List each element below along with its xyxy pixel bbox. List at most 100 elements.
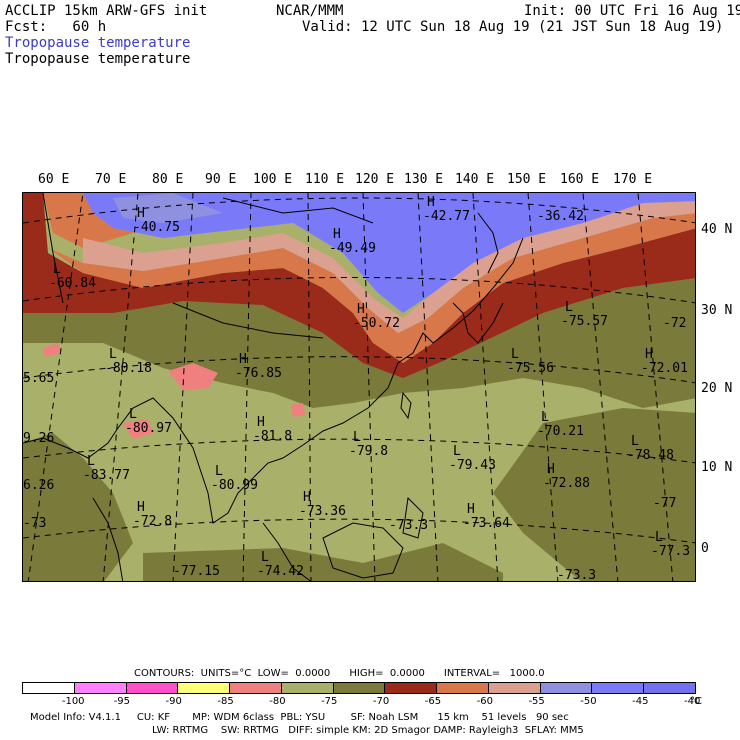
longitude-label: 130 E [404,172,444,187]
high-marker: H [239,352,247,367]
low-marker: L [541,410,549,425]
cold-spot-1 [168,363,218,390]
colorbar-tick-label: -40 [684,696,701,707]
extremum-value: -77.15 [173,564,220,579]
extremum-value: -80.99 [211,478,258,493]
low-marker: L [565,300,573,315]
longitude-label: 170 E [613,172,653,187]
extremum-value: -83.77 [83,468,130,483]
field-title-shaded: Tropopause temperature [5,35,191,51]
dark-olive-sw [23,433,133,581]
extremum-value: -78.48 [627,448,674,463]
high-marker: H [357,302,365,317]
extremum-value: 5.65 [23,371,54,386]
color-swatch [178,683,231,693]
color-swatch [592,683,645,693]
extremum-value: -70.21 [537,424,584,439]
cold-blue-region [83,193,695,313]
extremum-value: -42.77 [423,209,470,224]
valid-time: Valid: 12 UTC Sun 18 Aug 19 (21 JST Sun … [302,19,724,35]
color-swatch [333,683,386,693]
latitude-label: 40 N [701,222,733,237]
longitude-label: 150 E [507,172,547,187]
cold-spot-3 [291,403,305,417]
extremum-value: -40.75 [133,220,180,235]
color-legend [22,682,696,694]
colorbar-tick-label: -75 [321,696,338,707]
colorbar-tick-label: -70 [372,696,390,707]
high-marker: H [333,227,341,242]
organization: NCAR/MMM [276,3,344,19]
orange-band-2 [48,213,695,363]
colorbar-unit: °C [690,696,702,707]
high-marker: H [547,462,555,477]
extremum-value: -79.43 [449,458,496,473]
longitude-label: 90 E [205,172,237,187]
extremum-value: -60.84 [49,276,96,291]
latitude-label: 30 N [701,303,733,318]
colorbar-tick-label: -60 [476,696,493,707]
model-info-line1: Model Info: V4.1.1 CU: KF MP: WDM 6class… [30,712,569,723]
low-marker: L [453,444,461,459]
extremum-value: 9.26 [23,431,54,446]
cold-spot-4 [43,343,61,357]
color-swatch [74,683,127,693]
colorbar-tick-label: -90 [165,696,182,707]
color-swatch [23,683,75,693]
extremum-value: -79.8 [349,444,388,459]
extremum-value: -80.18 [105,361,152,376]
extremum-value: -73 [23,516,46,531]
extremum-value: -49.49 [329,241,376,256]
extremum-value: -77 [653,496,676,511]
low-marker: L [261,550,269,565]
high-marker: H [427,195,435,210]
longitude-label: 160 E [560,172,600,187]
extremum-value: -72 [663,316,686,331]
color-swatch [281,683,334,693]
high-marker: H [303,490,311,505]
colorbar-tick-label: -45 [632,696,649,707]
high-marker: H [137,500,145,515]
colorbar-tick-label: -55 [528,696,545,707]
color-swatch [126,683,179,693]
high-marker: H [467,502,475,517]
extremum-value: -72.01 [641,361,688,376]
extremum-value: -73.3 [557,568,596,582]
tropopause-temperature-map: H-40.75 H-49.49H-42.77 -36.42L-60.84H-50.7… [23,193,695,582]
low-marker: L [511,347,519,362]
extremum-value: -36.42 [537,209,584,224]
init-time: Init: 00 UTC Fri 16 Aug 19 [524,3,740,19]
dark-olive-se [493,408,695,581]
lavender-edge [113,193,223,223]
high-marker: H [257,415,265,430]
field-title-contour: Tropopause temperature [5,51,191,67]
low-marker: L [129,407,137,422]
longitude-label: 140 E [455,172,495,187]
extremum-value: -73.64 [463,516,510,531]
extremum-value: -73.36 [299,504,346,519]
map-panel: H -40.75 H -49.49 H -42.77 -36.42 L -60.84 H -50.7… [22,192,696,582]
high-marker: H [645,347,653,362]
color-swatch [385,683,438,693]
low-marker: L [109,347,117,362]
color-swatch [230,683,282,693]
extremum-value: -75.57 [561,314,608,329]
longitude-label: 80 E [152,172,184,187]
extremum-value: -72.8 [133,514,172,529]
color-swatch [437,683,489,693]
longitude-label: 100 E [253,172,293,187]
extremum-value: -76.85 [235,366,282,381]
extremum-value: -73.3 [389,518,428,533]
extremum-value: -77.3 [651,544,690,559]
colorbar-tick-label: -50 [580,696,597,707]
extremum-value: -80.97 [125,421,172,436]
low-marker: L [87,454,95,469]
low-marker: L [631,434,639,449]
extremum-value: -72.88 [543,476,590,491]
color-swatch [540,683,593,693]
low-marker: L [353,430,361,445]
colorbar-tick-label: -65 [424,696,442,707]
model-title: ACCLIP 15km ARW-GFS init [5,3,208,19]
high-marker: H [137,206,145,221]
longitude-label: 120 E [355,172,395,187]
